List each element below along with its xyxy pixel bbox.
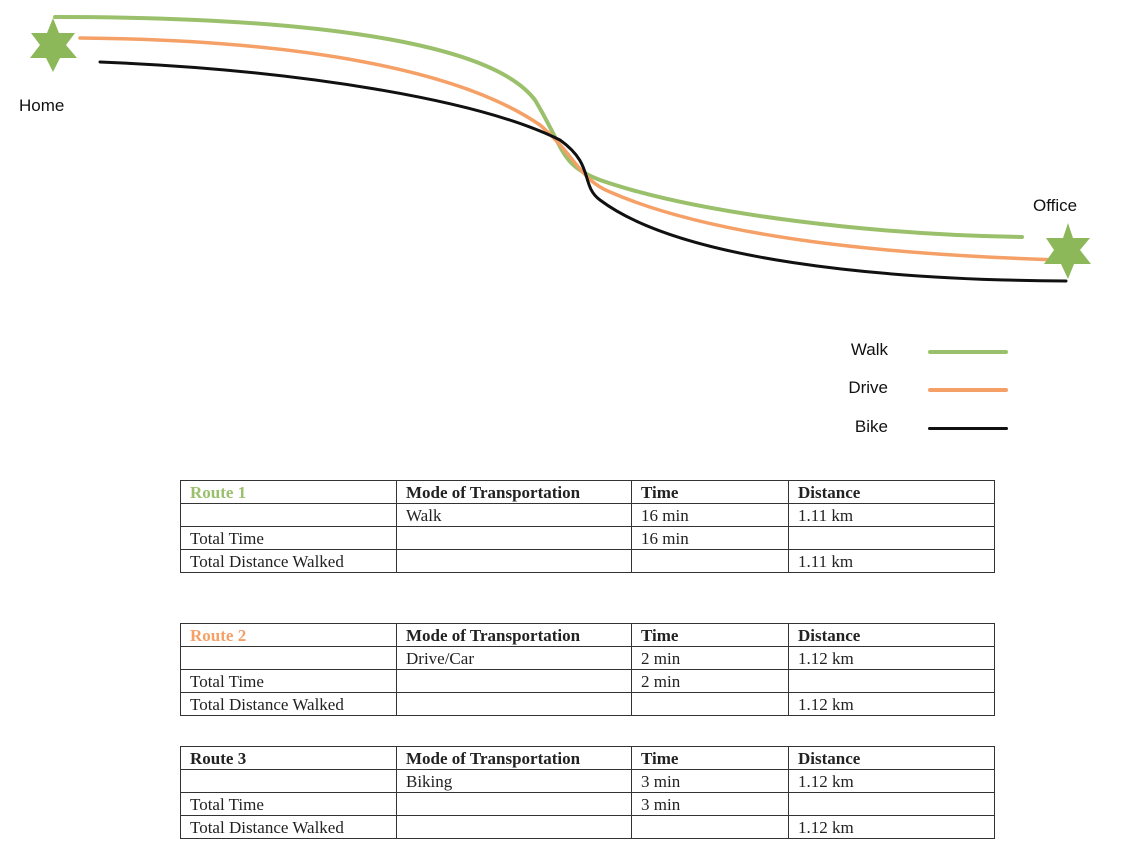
empty-cell xyxy=(788,669,995,693)
time-cell: 16 min xyxy=(631,503,789,527)
table-header-row: Route 1 Mode of Transportation Time Dist… xyxy=(180,480,995,504)
legend-swatch-bike xyxy=(928,427,1008,430)
legend-label: Bike xyxy=(854,417,888,436)
table-row: Drive/Car 2 min 1.12 km xyxy=(180,646,995,670)
mode-cell: Drive/Car xyxy=(396,646,632,670)
empty-cell xyxy=(396,692,632,716)
total-time-label: Total Time xyxy=(180,669,397,693)
empty-cell xyxy=(180,769,397,793)
mode-header: Mode of Transportation xyxy=(396,480,632,504)
table-header-row: Route 2 Mode of Transportation Time Dist… xyxy=(180,623,995,647)
table-row: Total Distance Walked 1.12 km xyxy=(180,692,995,716)
table-row: Total Distance Walked 1.11 km xyxy=(180,549,995,573)
time-header: Time xyxy=(631,623,789,647)
empty-cell xyxy=(631,549,789,573)
office-star-icon xyxy=(1044,223,1091,279)
table-row: Total Time 3 min xyxy=(180,792,995,816)
distance-header: Distance xyxy=(788,623,995,647)
empty-cell xyxy=(631,815,789,839)
total-time-label: Total Time xyxy=(180,792,397,816)
empty-cell xyxy=(180,503,397,527)
legend-label: Drive xyxy=(848,378,888,397)
distance-cell: 1.12 km xyxy=(788,769,995,793)
total-time-cell: 3 min xyxy=(631,792,789,816)
empty-cell xyxy=(396,792,632,816)
walk-route-line xyxy=(53,15,1024,239)
legend-label: Walk xyxy=(850,340,888,359)
table-row: Total Time 16 min xyxy=(180,526,995,550)
empty-cell xyxy=(631,692,789,716)
time-cell: 3 min xyxy=(631,769,789,793)
home-label: Home xyxy=(19,96,65,115)
mode-header: Mode of Transportation xyxy=(396,623,632,647)
table-row: Biking 3 min 1.12 km xyxy=(180,769,995,793)
legend-swatch-walk xyxy=(928,350,1008,354)
legend-item-bike: Bike xyxy=(820,417,1020,447)
mode-header: Mode of Transportation xyxy=(396,746,632,770)
total-distance-cell: 1.12 km xyxy=(788,815,995,839)
route-1-table: Route 1 Mode of Transportation Time Dist… xyxy=(180,480,995,573)
mode-cell: Walk xyxy=(396,503,632,527)
empty-cell xyxy=(396,669,632,693)
legend-swatch-drive xyxy=(928,388,1008,392)
distance-cell: 1.11 km xyxy=(788,503,995,527)
time-cell: 2 min xyxy=(631,646,789,670)
empty-cell xyxy=(788,792,995,816)
table-row: Total Time 2 min xyxy=(180,669,995,693)
total-time-cell: 2 min xyxy=(631,669,789,693)
distance-cell: 1.12 km xyxy=(788,646,995,670)
route-2-table: Route 2 Mode of Transportation Time Dist… xyxy=(180,623,995,716)
route-3-table: Route 3 Mode of Transportation Time Dist… xyxy=(180,746,995,839)
home-star-icon xyxy=(30,18,77,72)
route-name: Route 3 xyxy=(180,746,397,770)
time-header: Time xyxy=(631,746,789,770)
distance-header: Distance xyxy=(788,480,995,504)
total-distance-label: Total Distance Walked xyxy=(180,549,397,573)
route-name: Route 2 xyxy=(180,623,397,647)
time-header: Time xyxy=(631,480,789,504)
legend-item-drive: Drive xyxy=(820,378,1020,408)
total-distance-label: Total Distance Walked xyxy=(180,692,397,716)
total-distance-cell: 1.12 km xyxy=(788,692,995,716)
total-distance-cell: 1.11 km xyxy=(788,549,995,573)
total-time-label: Total Time xyxy=(180,526,397,550)
bike-route-line xyxy=(98,60,1068,283)
office-label: Office xyxy=(1033,196,1078,215)
empty-cell xyxy=(788,526,995,550)
distance-header: Distance xyxy=(788,746,995,770)
legend-item-walk: Walk xyxy=(820,340,1020,370)
empty-cell xyxy=(396,526,632,550)
total-time-cell: 16 min xyxy=(631,526,789,550)
route-map xyxy=(30,15,1091,283)
empty-cell xyxy=(180,646,397,670)
drive-route-line xyxy=(78,36,1062,262)
route-name: Route 1 xyxy=(180,480,397,504)
table-row: Walk 16 min 1.11 km xyxy=(180,503,995,527)
empty-cell xyxy=(396,549,632,573)
total-distance-label: Total Distance Walked xyxy=(180,815,397,839)
table-header-row: Route 3 Mode of Transportation Time Dist… xyxy=(180,746,995,770)
empty-cell xyxy=(396,815,632,839)
mode-cell: Biking xyxy=(396,769,632,793)
table-row: Total Distance Walked 1.12 km xyxy=(180,815,995,839)
